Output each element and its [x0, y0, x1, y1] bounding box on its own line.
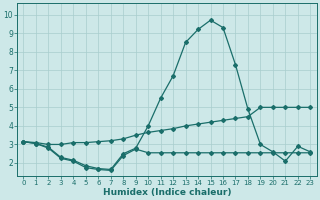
- X-axis label: Humidex (Indice chaleur): Humidex (Indice chaleur): [103, 188, 231, 197]
